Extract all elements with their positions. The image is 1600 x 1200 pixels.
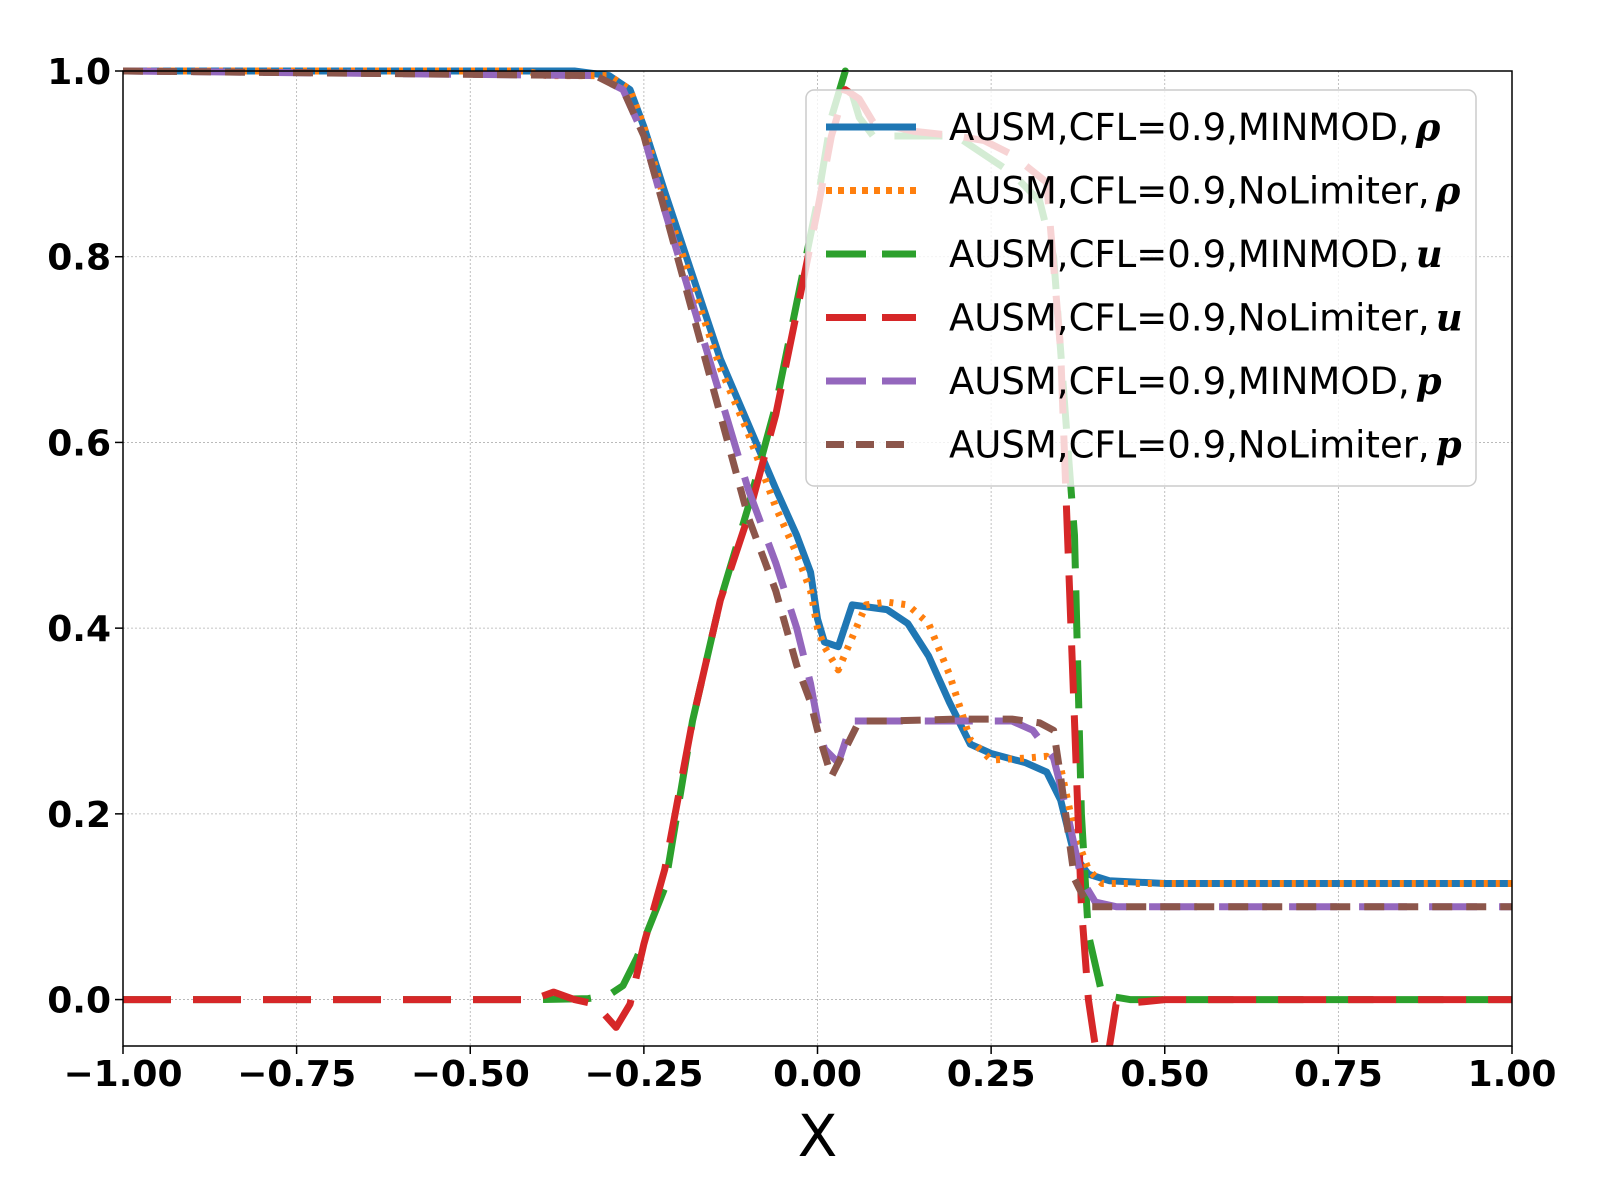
legend-label: AUSM,CFL=0.9,NoLimiter, u [949,296,1463,340]
legend-symbol: p [1416,359,1442,403]
series-line-rho-minmod [123,67,1512,887]
x-tick-label: 0.25 [947,1054,1036,1095]
x-tick-label: −1.00 [64,1054,183,1095]
legend-symbol: u [1416,232,1443,276]
x-tick-label: 0.00 [773,1054,862,1095]
legend-label: AUSM,CFL=0.9,MINMOD, ρ [949,105,1441,149]
x-tick-label: −0.75 [237,1054,356,1095]
x-tick-label: −0.50 [411,1054,530,1095]
legend: AUSM,CFL=0.9,MINMOD, ρ AUSM,CFL=0.9,NoLimi… [805,89,1477,487]
series-line-p-nolimiter [123,67,1512,911]
legend-symbol: u [1436,296,1463,340]
y-tick-label: 0.4 [47,609,111,650]
legend-symbol: p [1436,423,1462,467]
x-axis: −1.00 −0.75 −0.50 −0.25 0.00 0.25 0.50 0.75 1.00 [64,1046,1557,1095]
y-axis: 0.0 0.2 0.4 0.6 0.8 1.0 [47,52,123,1022]
x-tick-label: 1.00 [1468,1054,1557,1095]
y-tick-label: 0.0 [47,981,111,1022]
legend-label: AUSM,CFL=0.9,MINMOD, u [949,232,1443,276]
x-tick-label: 0.75 [1294,1054,1383,1095]
legend-label: AUSM,CFL=0.9,NoLimiter, p [949,423,1462,467]
legend-label: AUSM,CFL=0.9,MINMOD, p [949,359,1442,403]
y-tick-label: 1.0 [47,52,111,93]
legend-label: AUSM,CFL=0.9,NoLimiter, ρ [949,169,1461,213]
legend-box [805,89,1477,487]
y-tick-label: 0.2 [47,795,111,836]
y-tick-label: 0.8 [47,238,111,279]
x-tick-label: −0.25 [584,1054,703,1095]
x-tick-label: 0.50 [1120,1054,1209,1095]
legend-symbol: ρ [1415,105,1441,149]
y-tick-label: 0.6 [47,423,111,464]
x-axis-label: X [798,1102,838,1170]
legend-symbol: ρ [1435,169,1461,213]
